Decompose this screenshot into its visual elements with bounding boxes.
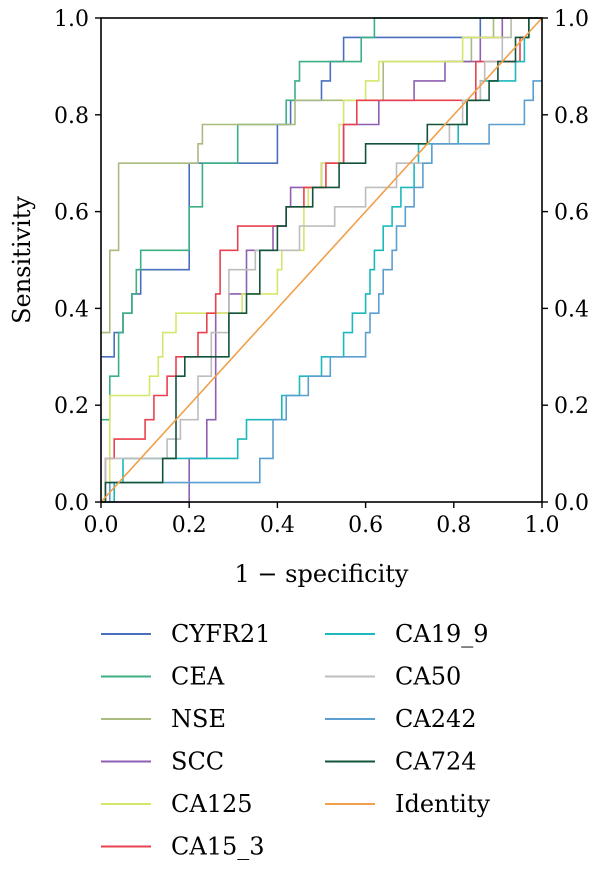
series-line-ca242 xyxy=(101,80,542,503)
series-line-ca724 xyxy=(101,17,542,503)
legend: CYFR21 CEA NSE SCC CA125 CA15_3 CA19_9 CA50 CA24… xyxy=(101,620,490,861)
legend-label: Identity xyxy=(395,790,490,818)
y-right-tick-label: 0.6 xyxy=(554,201,589,226)
y-tick-label: 0.6 xyxy=(54,201,89,226)
plot-frame xyxy=(100,17,543,503)
legend-label: CA242 xyxy=(395,705,477,733)
legend-item-ca15-3: CA15_3 xyxy=(101,833,265,861)
legend-item-ca242: CA242 xyxy=(325,705,477,733)
legend-item-ca19-9: CA19_9 xyxy=(325,620,489,648)
legend-label: CYFR21 xyxy=(171,620,270,648)
legend-label: CA125 xyxy=(171,790,253,818)
axis-ticks: 0.0 0.2 0.4 0.6 0.8 1.00.0 0.00.2 0.20.4 0.40.6 0… xyxy=(54,7,589,538)
legend-label: CA15_3 xyxy=(171,833,265,861)
y-tick-label: 0.8 xyxy=(54,104,89,129)
legend-item-ca50: CA50 xyxy=(325,663,461,691)
y-tick-label: 0.2 xyxy=(54,394,89,419)
legend-label: CA724 xyxy=(395,748,477,776)
legend-item-ca125: CA125 xyxy=(101,790,253,818)
legend-item-scc: SCC xyxy=(101,748,224,776)
x-tick-label: 0.0 xyxy=(84,513,119,538)
legend-item-ca724: CA724 xyxy=(325,748,477,776)
x-tick-label: 1.0 xyxy=(525,513,560,538)
legend-label: CEA xyxy=(171,663,225,691)
series-line-cea xyxy=(101,17,542,421)
y-right-tick-label: 0.4 xyxy=(554,297,589,322)
y-right-tick-label: 1.0 xyxy=(554,7,589,32)
x-tick-label: 0.2 xyxy=(172,513,207,538)
x-tick-label: 0.4 xyxy=(260,513,295,538)
y-right-tick-label: 0.8 xyxy=(554,104,589,129)
series-line-scc xyxy=(101,17,542,503)
plot-border xyxy=(100,17,543,503)
legend-label: CA19_9 xyxy=(395,620,489,648)
y-tick-label: 1.0 xyxy=(54,7,89,32)
legend-item-cyfr21: CYFR21 xyxy=(101,620,270,648)
legend-item-cea: CEA xyxy=(101,663,225,691)
series-line-identity xyxy=(100,17,543,503)
legend-label: SCC xyxy=(171,748,224,776)
x-tick-label: 0.8 xyxy=(436,513,471,538)
series-line-ca15-3 xyxy=(101,17,542,503)
y-tick-label: 0.4 xyxy=(54,297,89,322)
legend-label: NSE xyxy=(171,705,226,733)
series-line-ca125 xyxy=(101,17,542,503)
x-tick-label: 0.6 xyxy=(348,513,383,538)
x-axis-label: 1 − specificity xyxy=(235,560,409,588)
legend-item-nse: NSE xyxy=(101,705,226,733)
y-right-tick-label: 0.0 xyxy=(554,491,589,516)
y-right-tick-label: 0.2 xyxy=(554,394,589,419)
y-tick-label: 0.0 xyxy=(54,491,89,516)
legend-item-identity: Identity xyxy=(325,790,490,818)
plot-lines xyxy=(100,17,543,503)
y-axis-label: Sensitivity xyxy=(8,196,36,324)
legend-label: CA50 xyxy=(395,663,461,691)
